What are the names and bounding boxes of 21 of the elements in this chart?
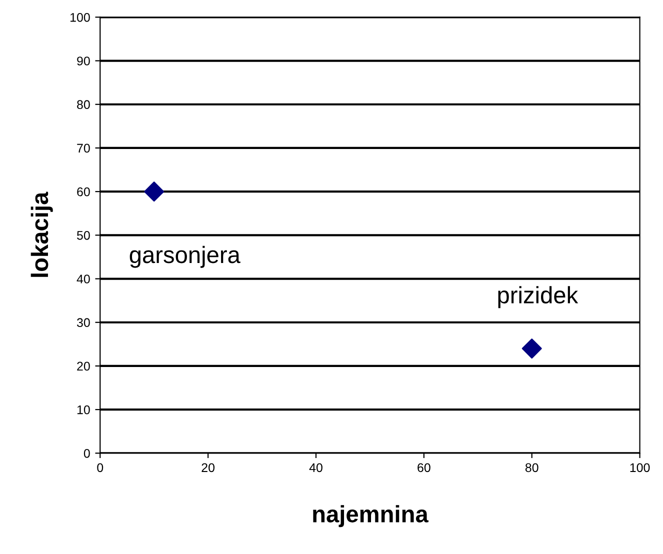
- x-tick-label: 40: [309, 463, 322, 472]
- y-tick-label: 80: [77, 100, 90, 110]
- annotation: prizidek: [498, 286, 578, 308]
- x-tick-label: 0: [97, 463, 104, 472]
- x-tick-label: 80: [525, 463, 538, 472]
- x-tick-label: 60: [418, 463, 430, 472]
- y-tick-label: 0: [84, 448, 90, 458]
- annotation: garsonjera: [130, 246, 240, 268]
- x-tick-label: 100: [630, 463, 650, 472]
- y-tick-label: 60: [77, 187, 90, 196]
- y-tick-label: 20: [77, 362, 90, 371]
- y-tick-label: 90: [77, 56, 90, 66]
- y-axis-title: lokacija: [30, 192, 53, 277]
- y-tick-label: 10: [77, 405, 90, 414]
- x-axis-title: najemnina: [313, 505, 428, 528]
- y-tick-label: 40: [76, 274, 90, 284]
- x-tick-label: 20: [202, 463, 215, 472]
- y-tick-label: 30: [76, 318, 90, 328]
- y-tick-label: 100: [70, 12, 90, 22]
- y-tick-label: 70: [77, 144, 90, 153]
- y-tick-label: 50: [76, 230, 90, 240]
